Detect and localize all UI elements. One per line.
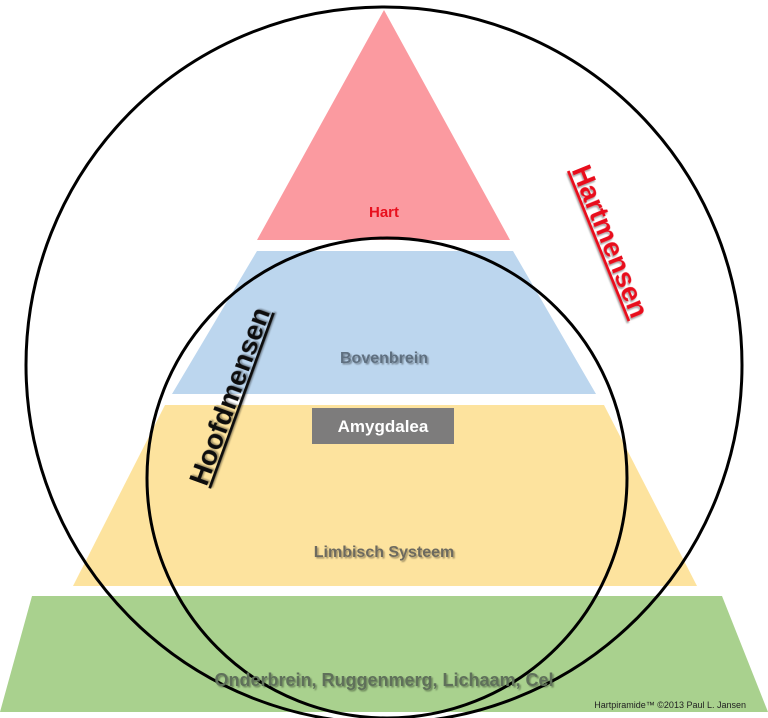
hart-label: Hart: [369, 204, 399, 221]
pyramid-layer-onderbrein: [0, 596, 768, 712]
amygdalea-box: [312, 408, 454, 444]
bovenbrein-label: Bovenbrein: [340, 350, 428, 367]
pyramid-layer-bovenbrein: [172, 251, 596, 394]
pyramid-layer-limbisch-systeem: [73, 405, 697, 586]
pyramid-layer-hart: [257, 10, 510, 240]
onderbrein-label: Onderbrein, Ruggenmerg, Lichaam, Cel: [214, 670, 553, 690]
copyright-notice: Hartpiramide™ ©2013 Paul L. Jansen: [594, 700, 746, 710]
hoofdmensen-circle: [145, 236, 629, 718]
amygdalea-label: Amygdalea: [338, 417, 429, 436]
hartmensen-circle: [24, 5, 744, 718]
limbisch-systeem-label: Limbisch Systeem: [314, 544, 455, 561]
hartmensen-label: Hartmensen: [566, 160, 655, 322]
